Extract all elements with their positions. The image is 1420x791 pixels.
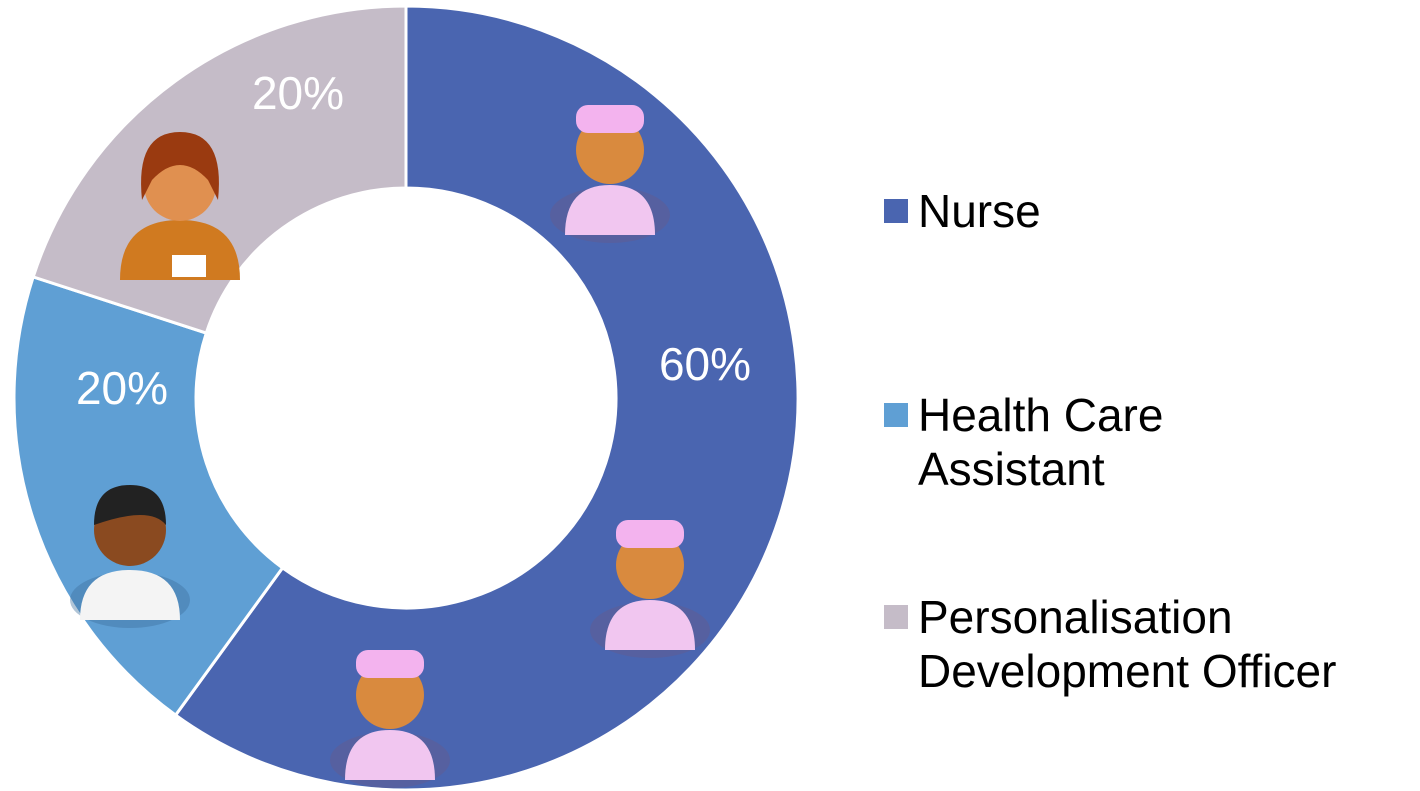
legend-item: Personalisation Development Officer: [884, 590, 1404, 698]
donut-slice: [33, 6, 406, 333]
page: 60% 20% 20% Nurse Health Care Assistant Pers…: [0, 0, 1420, 791]
value-label: 20%: [252, 67, 344, 119]
legend-item: Nurse: [884, 184, 1184, 238]
value-label: 20%: [76, 362, 168, 414]
legend-label: Personalisation Development Officer: [918, 590, 1404, 698]
legend-swatch: [884, 605, 908, 629]
legend-label: Health Care Assistant: [918, 388, 1214, 496]
legend-swatch: [884, 199, 908, 223]
value-label: 60%: [659, 338, 751, 390]
legend-label: Nurse: [918, 184, 1041, 238]
legend-item: Health Care Assistant: [884, 388, 1214, 496]
legend-swatch: [884, 403, 908, 427]
